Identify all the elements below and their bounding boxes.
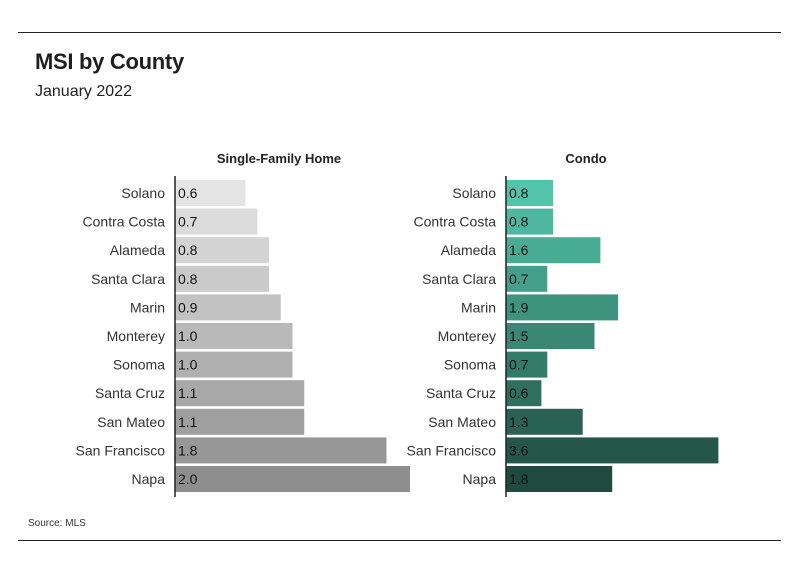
condo-category-label-7: Santa Cruz [426, 385, 496, 401]
condo-bar-3 [506, 265, 548, 292]
single-family-value-label-1: 0.7 [178, 214, 198, 230]
single-family-value-label-4: 0.9 [178, 299, 198, 315]
condo-category-label-5: Monterey [438, 328, 496, 344]
condo-bar-8 [506, 408, 583, 435]
condo-value-label-5: 1.5 [509, 328, 529, 344]
single-family-value-label-2: 0.8 [178, 242, 198, 258]
source-note: Source: MLS [28, 518, 86, 529]
single-family-bar-8 [175, 408, 305, 435]
single-family-bar-9 [175, 437, 387, 464]
single-family-bar-6 [175, 351, 293, 378]
single-family-category-label-3: Santa Clara [91, 271, 165, 287]
condo-value-label-0: 0.8 [509, 185, 529, 201]
single-family-value-label-0: 0.6 [178, 185, 198, 201]
condo-bar-0 [506, 180, 554, 206]
condo-bar-4 [506, 294, 619, 321]
single-family-bar-7 [175, 380, 305, 407]
condo-bar-10 [506, 466, 613, 492]
single-family-value-label-6: 1.0 [178, 357, 198, 373]
single-family-value-label-8: 1.1 [178, 414, 198, 430]
chart-title: MSI by County [35, 49, 184, 74]
condo-category-label-0: Solano [452, 185, 496, 201]
single-family-bar-0 [175, 180, 246, 206]
single-family-category-label-8: San Mateo [97, 414, 165, 430]
single-family-value-label-7: 1.1 [178, 385, 198, 401]
single-family-bar-10 [175, 466, 410, 492]
condo-value-label-2: 1.6 [509, 242, 529, 258]
single-family-bar-1 [175, 208, 258, 235]
single-family-category-label-4: Marin [130, 299, 165, 315]
bottom-rule [18, 540, 781, 541]
condo-category-label-1: Contra Costa [414, 214, 497, 230]
single-family-category-label-1: Contra Costa [83, 214, 166, 230]
condo-value-label-9: 3.6 [509, 442, 529, 458]
condo-bar-7 [506, 380, 542, 407]
condo-category-label-10: Napa [463, 471, 497, 487]
single-family-value-label-3: 0.8 [178, 271, 198, 287]
single-family-value-label-9: 1.8 [178, 442, 198, 458]
single-family-bar-3 [175, 265, 269, 292]
condo-category-label-4: Marin [461, 299, 496, 315]
single-family-value-label-5: 1.0 [178, 328, 198, 344]
condo-value-label-4: 1.9 [509, 299, 529, 315]
condo-category-label-2: Alameda [441, 242, 496, 258]
condo-bar-5 [506, 323, 595, 349]
single-family-panel-title: Single-Family Home [217, 151, 341, 166]
condo-value-label-3: 0.7 [509, 271, 529, 287]
condo-value-label-10: 1.8 [509, 471, 529, 487]
single-family-category-label-10: Napa [132, 471, 166, 487]
single-family-category-label-2: Alameda [110, 242, 165, 258]
condo-bar-1 [506, 208, 554, 235]
condo-value-label-6: 0.7 [509, 357, 529, 373]
condo-bar-2 [506, 237, 601, 264]
condo-value-label-8: 1.3 [509, 414, 529, 430]
single-family-bar-2 [175, 237, 269, 264]
condo-value-label-7: 0.6 [509, 385, 529, 401]
single-family-category-label-7: Santa Cruz [95, 385, 165, 401]
condo-category-label-8: San Mateo [428, 414, 496, 430]
condo-category-label-3: Santa Clara [422, 271, 496, 287]
condo-bar-6 [506, 351, 548, 378]
single-family-bar-4 [175, 294, 281, 321]
condo-bar-9 [506, 437, 719, 464]
condo-panel-title: Condo [565, 151, 606, 166]
single-family-value-label-10: 2.0 [178, 471, 198, 487]
single-family-category-label-6: Sonoma [113, 357, 165, 373]
single-family-bar-5 [175, 323, 293, 349]
single-family-category-label-5: Monterey [107, 328, 165, 344]
top-rule [18, 32, 781, 33]
single-family-category-label-0: Solano [121, 185, 165, 201]
chart-subtitle: January 2022 [35, 83, 132, 100]
condo-value-label-1: 0.8 [509, 214, 529, 230]
single-family-category-label-9: San Francisco [76, 442, 166, 458]
condo-category-label-6: Sonoma [444, 357, 496, 373]
condo-category-label-9: San Francisco [407, 442, 497, 458]
